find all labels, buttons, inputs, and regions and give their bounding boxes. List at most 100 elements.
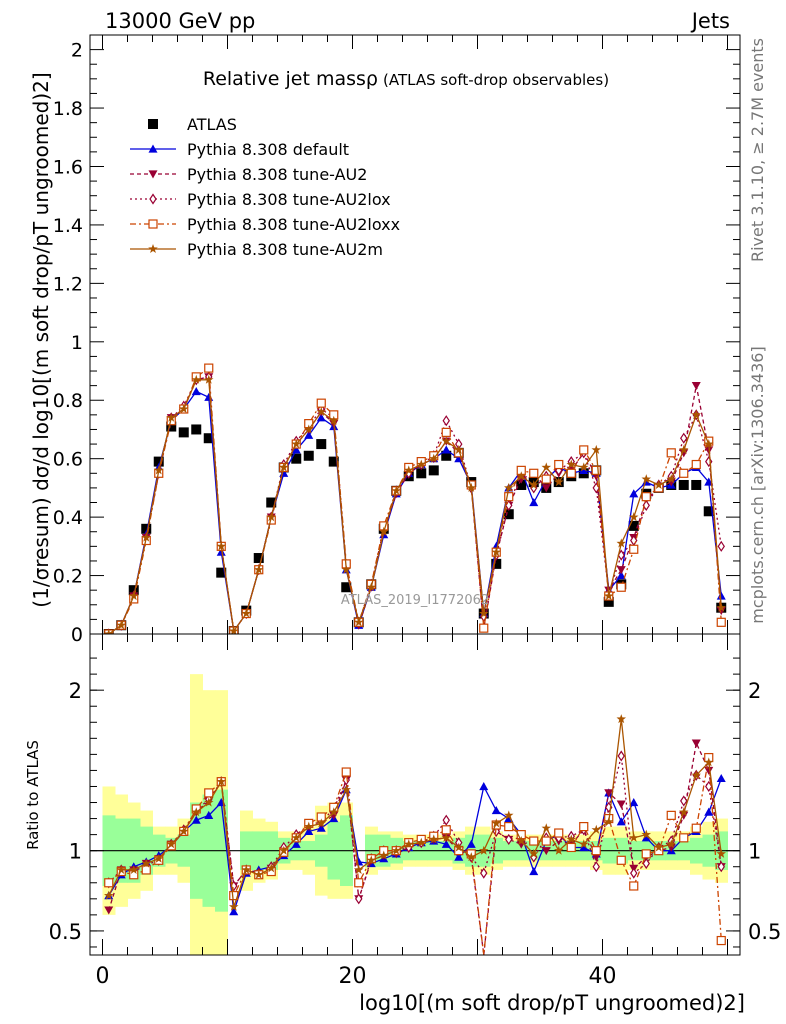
series-4-point xyxy=(566,468,576,478)
ratio-series-2-point xyxy=(592,861,600,873)
ratio-series-line-0 xyxy=(108,778,722,912)
ratio-series-4-point xyxy=(329,807,339,817)
series-5-point xyxy=(604,591,614,601)
ratio-series-4-point xyxy=(316,818,326,828)
ratio-series-4-point xyxy=(304,821,314,831)
series-0-point xyxy=(516,479,527,490)
main-plot-content xyxy=(90,35,740,640)
ratio-series-line-4 xyxy=(108,719,722,908)
ratio-series-4-point xyxy=(191,807,201,817)
x-axis-label: log10[(m soft drop/pT ungroomed)2] xyxy=(359,991,745,1015)
mcplots-label: mcplots.cern.ch [arXiv:1306.3436] xyxy=(748,346,767,623)
ratio-series-4-point xyxy=(579,839,589,849)
series-5-point xyxy=(141,532,151,542)
ratio-series-3-point xyxy=(554,828,564,838)
series-2-point xyxy=(691,382,701,391)
series-0-point xyxy=(428,465,439,476)
ratio-y-tick-label-right: 1 xyxy=(748,840,761,864)
ratio-series-4-point xyxy=(141,858,151,868)
main-y-tick-label: 1.6 xyxy=(53,156,83,178)
ratio-series-1-point xyxy=(104,906,114,915)
series-2-point xyxy=(716,607,726,616)
ratio-series-4-point xyxy=(629,832,639,842)
ratio-series-4-point xyxy=(529,848,539,858)
series-1-point xyxy=(191,386,201,396)
header-left: 13000 GeV pp xyxy=(105,9,255,33)
series-5-point xyxy=(454,444,464,454)
legend-label-0: ATLAS xyxy=(187,115,237,134)
ratio-series-3-point xyxy=(629,881,639,891)
series-0-point xyxy=(191,424,202,435)
series-5-point xyxy=(166,412,176,422)
series-1-point xyxy=(529,498,539,507)
x-tick-label: 20 xyxy=(339,964,367,989)
ratio-series-4-point xyxy=(416,837,426,847)
ratio-series-4-point xyxy=(229,901,239,911)
series-3-point xyxy=(717,540,725,552)
series-4-point xyxy=(479,623,489,633)
ratio-series-0-point xyxy=(454,852,464,861)
series-0-point xyxy=(503,509,514,520)
series-5-point xyxy=(316,406,326,416)
series-5-point xyxy=(191,374,201,384)
ratio-series-2-point xyxy=(442,814,450,826)
series-0-point xyxy=(678,479,689,490)
ratio-series-3-point xyxy=(104,878,114,888)
ratio-series-4-point xyxy=(541,823,551,833)
series-4-point xyxy=(641,492,651,502)
ratio-series-3-point xyxy=(141,865,151,875)
legend-marker-2 xyxy=(148,170,158,179)
ratio-series-2-point xyxy=(617,750,625,762)
ratio-series-4-point xyxy=(641,829,651,839)
series-1-point xyxy=(641,477,651,486)
series-5-point xyxy=(716,602,726,612)
ratio-series-3-point xyxy=(616,855,626,865)
legend-marker-3 xyxy=(149,193,157,205)
ratio-series-0-point xyxy=(704,807,714,816)
ratio-series-3-point xyxy=(591,846,601,856)
ratio-series-0-point xyxy=(491,806,501,815)
ratio-series-0-point xyxy=(441,839,451,848)
main-y-tick-label: 1.4 xyxy=(53,215,83,237)
series-0-point xyxy=(128,585,139,596)
series-5-point xyxy=(566,459,576,469)
series-5-point xyxy=(291,439,301,449)
ratio-series-3-point xyxy=(716,935,726,946)
series-4-point xyxy=(716,617,726,627)
legend-label-4: Pythia 8.308 tune-AU2loxx xyxy=(187,215,400,234)
series-5-point xyxy=(516,471,526,481)
ratio-series-4-point xyxy=(341,784,351,794)
series-5-point xyxy=(116,620,126,630)
legend-marker-1 xyxy=(148,144,158,153)
series-4-point xyxy=(579,445,589,455)
ratio-plot-background xyxy=(90,634,740,955)
ratio-series-line-3 xyxy=(108,757,722,956)
series-5-point xyxy=(366,582,376,592)
ratio-series-3-point xyxy=(579,821,589,832)
series-0-point xyxy=(303,450,314,461)
series-5-point xyxy=(216,541,226,551)
series-5-point xyxy=(266,512,276,522)
main-y-tick-label: 1.8 xyxy=(53,98,83,120)
ratio-series-4-point xyxy=(504,810,514,820)
ratio-series-4-point xyxy=(116,864,126,874)
series-4-point xyxy=(679,468,689,478)
ratio-series-4-point xyxy=(491,818,501,828)
x-tick-label: 40 xyxy=(589,964,617,989)
series-4-point xyxy=(629,544,639,554)
series-0-point xyxy=(266,497,277,508)
series-2-point xyxy=(616,566,626,575)
ratio-series-4-point xyxy=(441,832,451,842)
ratio-series-4-point xyxy=(716,848,726,858)
ratio-series-4-point xyxy=(104,890,114,900)
legend-label-5: Pythia 8.308 tune-AU2m xyxy=(187,240,383,259)
series-5-point xyxy=(279,462,289,472)
ratio-series-2-point xyxy=(630,867,638,879)
series-0-point xyxy=(341,582,352,593)
series-2-point xyxy=(679,449,689,458)
series-5-point xyxy=(641,474,651,484)
ratio-series-3-point xyxy=(566,842,576,853)
series-4-point xyxy=(441,427,451,437)
series-0-point xyxy=(203,433,214,444)
ratio-series-3-point xyxy=(529,836,539,846)
